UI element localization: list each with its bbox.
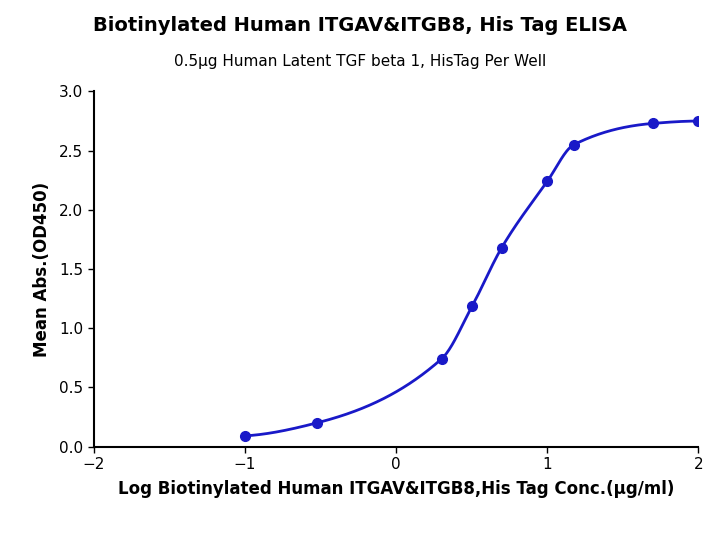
Text: Biotinylated Human ITGAV&ITGB8, His Tag ELISA: Biotinylated Human ITGAV&ITGB8, His Tag …	[93, 16, 627, 35]
Point	[693, 117, 704, 125]
Point	[647, 119, 659, 128]
Point	[311, 419, 323, 427]
Text: 0.5μg Human Latent TGF beta 1, HisTag Per Well: 0.5μg Human Latent TGF beta 1, HisTag Pe…	[174, 54, 546, 69]
Point	[436, 355, 447, 363]
Point	[568, 140, 580, 149]
X-axis label: Log Biotinylated Human ITGAV&ITGB8,His Tag Conc.(μg/ml): Log Biotinylated Human ITGAV&ITGB8,His T…	[118, 480, 674, 498]
Point	[467, 301, 478, 310]
Point	[239, 431, 251, 440]
Point	[541, 177, 553, 186]
Y-axis label: Mean Abs.(OD450): Mean Abs.(OD450)	[32, 181, 50, 357]
Point	[496, 243, 508, 252]
